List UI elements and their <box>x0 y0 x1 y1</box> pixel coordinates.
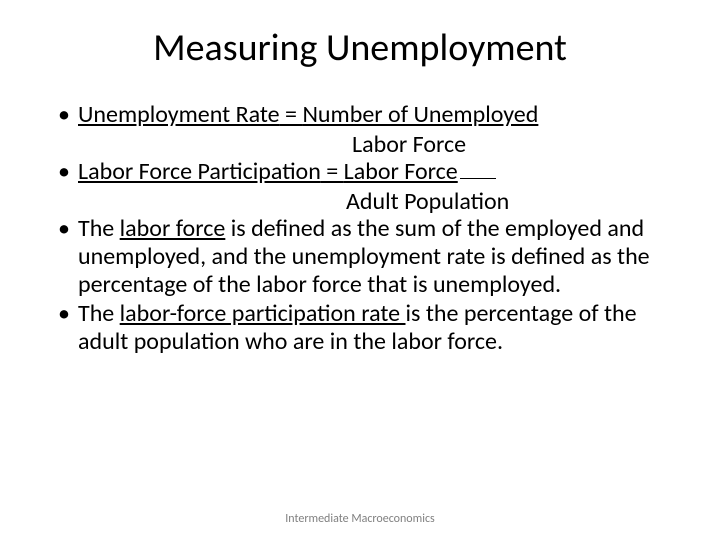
equals-2: = <box>321 157 344 186</box>
underline-filler <box>460 178 496 179</box>
bullet-unemployment-rate: Unemployment Rate = Number of Unemployed <box>50 101 670 129</box>
term-lfp: Labor Force Participation <box>78 157 321 186</box>
term-labor-force: labor force <box>120 214 226 243</box>
numerator-unemployed: Number of Unemployed <box>302 100 538 129</box>
content-body: Unemployment Rate = Number of Unemployed… <box>50 101 670 355</box>
denominator-adult-pop: Adult Population <box>50 188 670 216</box>
text-prefix-4: The <box>78 299 120 328</box>
bullet-labor-force-def: The labor force is defined as the sum of… <box>50 215 670 298</box>
term-unemployment-rate: Unemployment Rate <box>78 100 280 129</box>
equals-1: = <box>280 100 303 129</box>
bullet-lfp: Labor Force Participation = Labor Force <box>50 158 670 186</box>
slide: Measuring Unemployment Unemployment Rate… <box>0 0 720 355</box>
text-prefix-3: The <box>78 214 120 243</box>
page-title: Measuring Unemployment <box>50 25 670 71</box>
footer-text: Intermediate Macroeconomics <box>0 512 720 526</box>
numerator-labor-force: Labor Force <box>344 157 458 186</box>
bullet-lfpr-def: The labor-force participation rate is th… <box>50 300 670 355</box>
denominator-labor-force: Labor Force <box>50 131 670 159</box>
term-lfpr: labor-force participation rate <box>120 299 406 328</box>
